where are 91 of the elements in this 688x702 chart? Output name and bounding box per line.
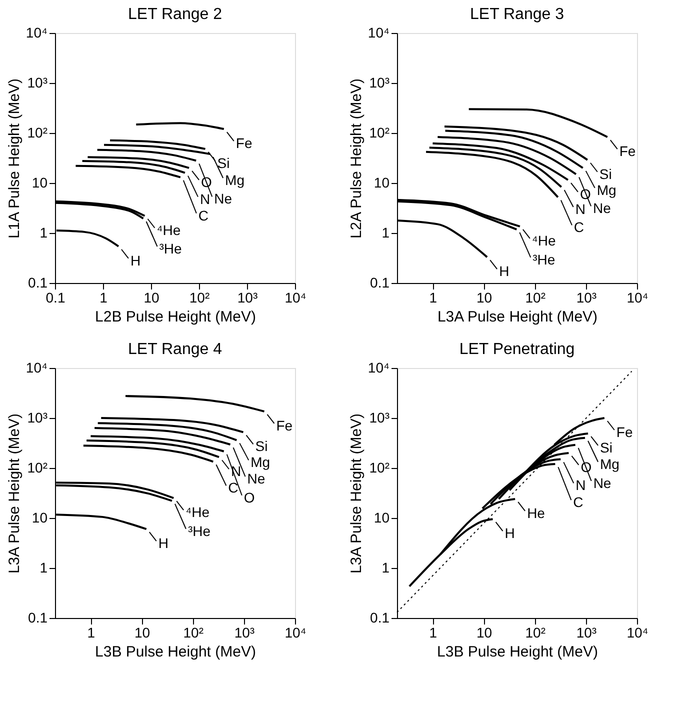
- x-tick-label: 10⁴: [284, 624, 306, 640]
- y-tick-label: 10³: [369, 74, 390, 90]
- chart-title: LET Range 4: [128, 341, 222, 358]
- x-tick-label: 10: [476, 290, 492, 306]
- y-tick-label: 10⁴: [26, 24, 48, 40]
- legend-label: H: [499, 263, 510, 280]
- series-label: C: [228, 480, 238, 496]
- y-tick-label: 10³: [27, 410, 48, 426]
- legend-label: Si: [217, 154, 230, 171]
- legend-label: Ne: [593, 474, 612, 491]
- legend-label: Mg: [250, 454, 270, 470]
- y-tick-label: 0.1: [370, 274, 390, 290]
- legend-label: ⁴He: [156, 222, 181, 238]
- legend-label: Ne: [214, 190, 232, 207]
- x-tick-label: 10⁴: [284, 290, 306, 306]
- y-tick-label: 10²: [27, 460, 48, 476]
- legend-label: H: [504, 525, 515, 542]
- legend-label: Ne: [593, 200, 612, 216]
- x-tick-label: 1: [429, 624, 438, 640]
- legend-label: He: [527, 504, 546, 521]
- y-tick-label: 0.1: [28, 274, 48, 290]
- text: O: [244, 489, 255, 506]
- y-tick-label: 10⁴: [368, 360, 390, 376]
- series-label: N: [576, 477, 586, 494]
- text: C: [573, 494, 584, 510]
- x-tick-label: 10³: [237, 290, 258, 306]
- y-axis-title: L3A Pulse Height (MeV): [6, 413, 23, 574]
- y-tick-label: 1: [40, 560, 48, 576]
- x-tick-label: 10²: [525, 624, 546, 640]
- legend-label: ³He: [188, 522, 211, 539]
- legend-label: Si: [599, 166, 612, 182]
- y-tick-label: 10²: [369, 124, 390, 140]
- series-label: N: [200, 190, 210, 207]
- x-axis-title: L2B Pulse Height (MeV): [95, 308, 256, 326]
- y-tick-label: 10³: [27, 74, 48, 90]
- y-axis-title: L2A Pulse Height (MeV): [348, 78, 365, 239]
- y-tick-label: 1: [40, 224, 48, 240]
- x-tick-label: 10³: [234, 624, 255, 640]
- y-axis-title: L3A Pulse Height (MeV): [348, 413, 365, 574]
- legend-label: Si: [255, 438, 268, 454]
- y-tick-label: 10³: [369, 410, 390, 426]
- x-tick-label: 10³: [576, 624, 597, 640]
- text: C: [198, 207, 209, 224]
- legend-label: Fe: [236, 135, 252, 152]
- legend-label: ³He: [159, 240, 182, 256]
- x-tick-label: 10: [134, 624, 150, 640]
- legend-label: ⁴He: [186, 504, 210, 520]
- series-label: H: [158, 535, 168, 552]
- x-tick-label: 10²: [525, 290, 546, 306]
- series-label: ³He: [532, 251, 556, 268]
- y-tick-label: 10⁴: [368, 24, 390, 40]
- x-axis-title: L3B Pulse Height (MeV): [95, 644, 256, 660]
- chart-title: LET Range 3: [470, 6, 564, 23]
- y-tick-label: 10: [374, 174, 390, 190]
- legend-label: Si: [600, 439, 612, 456]
- chart-title: LET Penetrating: [459, 341, 575, 358]
- x-tick-label: 10⁴: [626, 290, 648, 306]
- legend-label: Mg: [596, 182, 616, 198]
- y-tick-label: 0.1: [370, 610, 390, 626]
- x-tick-label: 10²: [189, 290, 210, 306]
- y-tick-label: 1: [382, 224, 390, 240]
- y-tick-label: 10: [374, 510, 390, 526]
- x-tick-label: 10⁴: [626, 624, 648, 640]
- series-label: H: [130, 252, 141, 268]
- y-tick-label: 1: [382, 560, 390, 576]
- x-tick-label: 10³: [576, 290, 597, 306]
- series-label: C: [574, 219, 584, 236]
- legend-label: Mg: [225, 172, 245, 188]
- series-label: N: [575, 201, 586, 218]
- x-tick-label: 10: [144, 290, 160, 306]
- y-tick-label: 10: [32, 510, 48, 526]
- legend-label: Mg: [600, 456, 620, 472]
- legend-label: ⁴He: [532, 232, 556, 248]
- y-tick-label: 10²: [369, 460, 390, 476]
- legend-label: Fe: [619, 143, 636, 160]
- x-tick-label: 1: [87, 624, 96, 640]
- x-axis-title: L3A Pulse Height (MeV): [437, 308, 598, 326]
- chart-title: LET Range 2: [128, 6, 222, 23]
- y-tick-label: 10⁴: [26, 360, 48, 376]
- y-axis-title: L1A Pulse Height (MeV): [6, 78, 23, 239]
- x-tick-label: 1: [100, 290, 108, 306]
- legend-label: Fe: [276, 417, 293, 434]
- legend-label: Fe: [616, 424, 633, 440]
- x-tick-label: 1: [429, 290, 438, 306]
- legend-label: Ne: [247, 470, 266, 487]
- x-tick-label: 10²: [183, 624, 204, 640]
- y-tick-label: 10²: [27, 124, 48, 140]
- x-tick-label: 10: [476, 624, 492, 640]
- x-axis-title: L3B Pulse Height (MeV): [437, 644, 598, 660]
- y-tick-label: 0.1: [28, 610, 48, 626]
- y-tick-label: 10: [32, 174, 48, 190]
